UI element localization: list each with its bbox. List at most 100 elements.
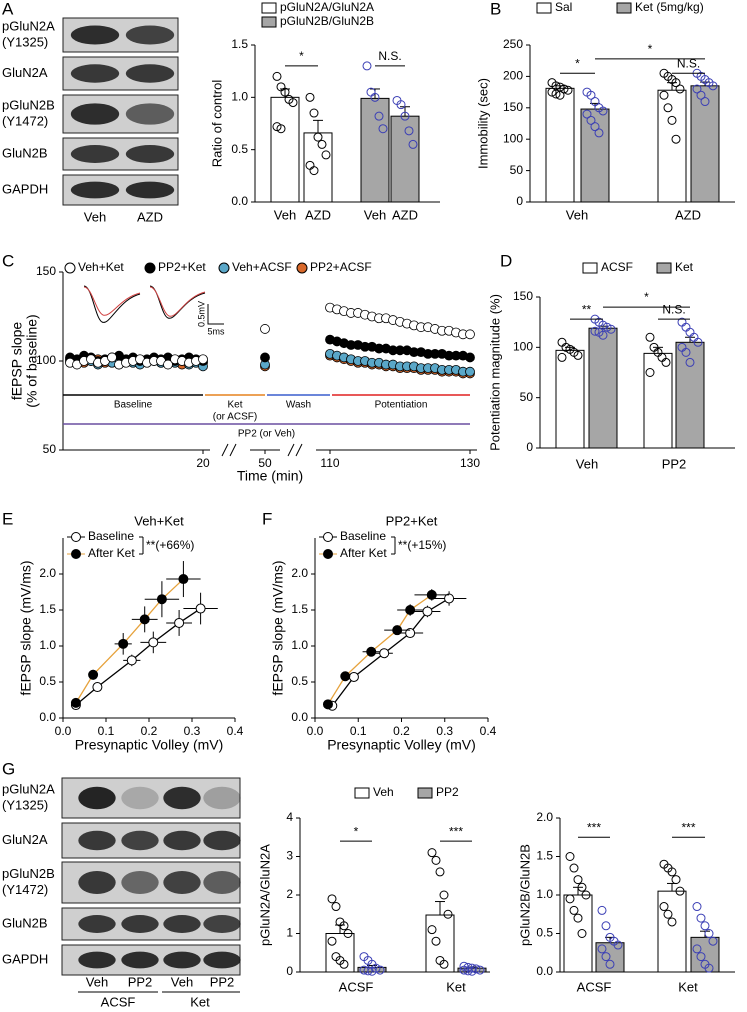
x-tick-label: 0.3	[436, 724, 453, 738]
blot-label: GAPDH	[2, 181, 48, 196]
data-point	[439, 959, 449, 969]
data-point	[645, 332, 655, 342]
x-tick-label: 0.2	[393, 724, 410, 738]
y-tick-label: 2.0	[536, 810, 553, 824]
blot-label: GluN2B	[2, 915, 48, 930]
data-point	[565, 894, 575, 904]
phase-label: (or ACSF)	[213, 412, 257, 423]
y-axis-label: Potentiation magnitude (%)	[487, 294, 502, 451]
legend-label: Veh+ACSF	[232, 260, 292, 274]
sig-label: *	[354, 824, 359, 838]
data-point	[260, 352, 270, 363]
data-point	[148, 637, 159, 648]
y-axis-label: Ratio of control	[209, 80, 224, 168]
y-tick-label: 4	[286, 810, 293, 824]
panel-label: A	[2, 0, 14, 18]
legend-swatch	[536, 2, 552, 14]
data-point	[309, 108, 319, 118]
data-point	[348, 671, 359, 682]
x-tick-label: 0.4	[480, 724, 497, 738]
x-tick-label: 50	[258, 456, 272, 470]
data-point	[313, 132, 323, 142]
y-tick-label: 0	[286, 964, 293, 978]
data-point	[139, 614, 150, 625]
data-point	[280, 87, 290, 97]
data-point	[370, 92, 380, 102]
data-point	[92, 682, 103, 693]
y-tick-label: 0.0	[231, 194, 248, 208]
panel-label: G	[2, 759, 15, 778]
data-point	[597, 944, 607, 954]
legend-swatch	[417, 787, 433, 799]
x-tick-label: 0.1	[98, 724, 115, 738]
y-tick-label: 0.5	[39, 674, 56, 688]
bar	[690, 85, 720, 203]
data-point	[276, 124, 286, 134]
x-tick-label: 130	[460, 456, 480, 470]
blot-band	[163, 951, 201, 969]
y-tick-label: 2	[286, 887, 293, 901]
data-point	[581, 890, 591, 900]
scale-label: 0.5mV	[196, 301, 206, 327]
chart-title: PP2+Ket	[386, 513, 438, 528]
y-axis-label: pGluN2A/GluN2A	[257, 844, 272, 946]
data-point	[659, 902, 669, 912]
blot-band	[163, 786, 201, 810]
sig-label: ***	[449, 824, 463, 838]
blot-band	[125, 181, 175, 199]
legend-swatch	[354, 787, 370, 799]
data-point	[339, 959, 349, 969]
legend-label: ACSF	[601, 260, 633, 274]
data-point	[590, 326, 600, 336]
blot-band	[203, 871, 241, 894]
legend-marker	[71, 532, 81, 542]
data-point	[317, 139, 327, 149]
panel-label: F	[262, 509, 272, 528]
data-point	[343, 929, 353, 938]
data-point	[671, 134, 681, 144]
data-point	[327, 936, 337, 946]
bar	[657, 890, 687, 973]
data-point	[667, 917, 677, 927]
y-tick-label: 0.5	[291, 674, 308, 688]
x-tick-label: ACSF	[339, 979, 374, 994]
y-tick-label: 0.0	[291, 710, 308, 724]
blot-band	[78, 786, 116, 810]
axis-break	[295, 443, 303, 457]
x-tick-label: 0.3	[184, 724, 201, 738]
panel-label: B	[490, 0, 501, 18]
blot-label: GluN2A	[2, 832, 48, 847]
legend-label: Ket	[675, 260, 694, 274]
x-axis-label: Presynaptic Volley (mV)	[75, 737, 224, 753]
y-tick-label: 0	[516, 194, 523, 208]
y-tick-label: 200	[503, 69, 523, 83]
data-point	[573, 913, 583, 923]
x-tick-label: Ket	[446, 979, 466, 994]
data-point	[427, 925, 437, 935]
y-tick-label: 100	[36, 353, 56, 367]
y-tick-label: 250	[503, 37, 523, 51]
legend-swatch	[261, 2, 277, 14]
legend-label: After Ket	[340, 546, 387, 560]
data-point	[305, 92, 315, 102]
data-point	[708, 81, 718, 91]
panel-label: E	[2, 509, 13, 528]
legend-label: Baseline	[340, 529, 386, 543]
data-point	[671, 78, 681, 88]
data-point	[70, 697, 81, 708]
data-point	[693, 337, 703, 347]
lane-label: PP2	[128, 974, 153, 989]
data-point	[444, 593, 455, 604]
data-point	[405, 628, 416, 639]
data-point	[195, 603, 206, 614]
data-point	[577, 929, 587, 938]
data-point	[327, 894, 337, 904]
data-point	[163, 359, 173, 370]
fit-line	[331, 597, 450, 707]
blot-band	[125, 103, 175, 125]
sig-label: N.S.	[378, 49, 401, 63]
y-tick-label: 50	[510, 163, 524, 177]
blot-band	[163, 830, 201, 851]
